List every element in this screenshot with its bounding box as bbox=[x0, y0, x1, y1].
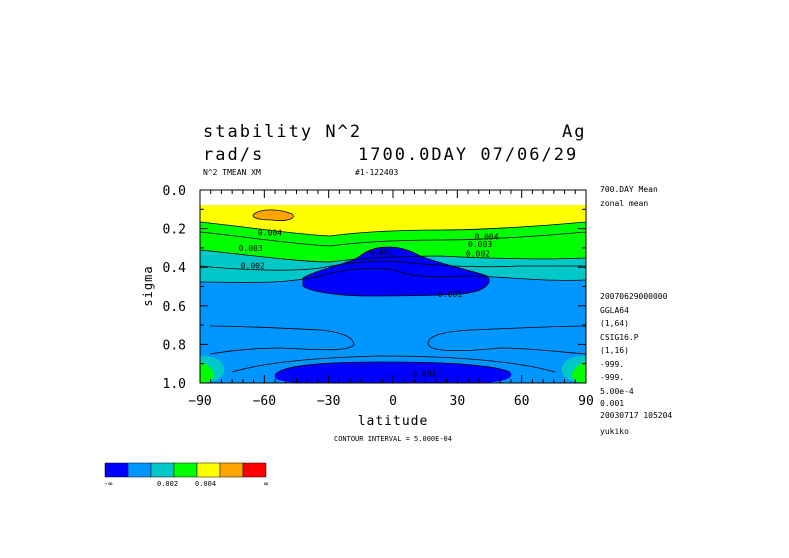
colorbar: -∞ 0.002 0.004 ∞ bbox=[104, 462, 268, 488]
y-tick-label: 0.8 bbox=[163, 338, 186, 353]
fill-level-0-bottom bbox=[274, 362, 512, 383]
side-info-line: (1,64) bbox=[600, 319, 629, 328]
y-axis-title: sigma bbox=[141, 265, 155, 306]
contour-label: 0.002 bbox=[241, 261, 265, 270]
x-axis-title: latitude bbox=[358, 414, 429, 429]
contour-lines bbox=[200, 209, 586, 376]
contour-label: 0.004 bbox=[474, 232, 498, 241]
fill-level-6 bbox=[253, 209, 294, 221]
x-tick-label: 90 bbox=[578, 394, 594, 409]
contour-label: 0.001 bbox=[412, 369, 436, 378]
contour-interval-note: CONTOUR INTERVAL = 5.000E-04 bbox=[334, 435, 452, 443]
colorbar-swatch bbox=[219, 462, 244, 478]
fill-level-0 bbox=[303, 247, 490, 296]
y-tick-label: 1.0 bbox=[163, 377, 186, 392]
side-info-line: 0.001 bbox=[600, 399, 625, 408]
y-axis-labels: 0.0 0.2 0.4 0.6 0.8 1.0 bbox=[163, 184, 187, 392]
x-axis-labels: −90 −60 −30 0 30 60 90 bbox=[188, 394, 594, 409]
fill-level-4 bbox=[200, 222, 586, 262]
time-label: 1700.0DAY 07/06/29 bbox=[358, 145, 579, 165]
contour-label: 0.003 bbox=[468, 240, 492, 249]
contour-label: 0.002 bbox=[466, 250, 490, 259]
colorbar-swatch bbox=[173, 462, 198, 478]
x-axis-ticks bbox=[199, 190, 587, 383]
x-tick-label: −90 bbox=[188, 394, 211, 409]
side-info-line: 700.DAY Mean bbox=[600, 185, 658, 194]
x-tick-label: −60 bbox=[253, 394, 276, 409]
side-info-line: zonal mean bbox=[600, 199, 649, 208]
y-tick-label: 0.2 bbox=[163, 223, 186, 238]
colorbar-label: 0.002 bbox=[157, 480, 178, 488]
colorbar-label: ∞ bbox=[264, 480, 268, 488]
units-label: rad/s bbox=[203, 145, 265, 165]
y-tick-label: 0.0 bbox=[163, 184, 186, 199]
x-tick-label: −30 bbox=[317, 394, 340, 409]
side-info-line: GGLA64 bbox=[600, 306, 629, 315]
x-tick-label: 60 bbox=[514, 394, 530, 409]
run-id-label: #1-122403 bbox=[355, 168, 399, 177]
x-tick-label: 30 bbox=[450, 394, 466, 409]
contour-label: 0.004 bbox=[258, 228, 282, 237]
colorbar-label: 0.004 bbox=[195, 480, 216, 488]
contour-label: 0.001 bbox=[438, 290, 462, 299]
y-axis-ticks bbox=[200, 189, 586, 384]
x-tick-label: 0 bbox=[389, 394, 397, 409]
variable-label: N^2 TMEAN XM bbox=[203, 168, 261, 177]
side-info-line: (1,16) bbox=[600, 346, 629, 355]
contour-label: 0.003 bbox=[239, 244, 263, 253]
contour-labels: 0.0040.0030.0020.0010.0010.0040.0030.002… bbox=[239, 228, 499, 378]
side-info-line: yukiko bbox=[600, 427, 629, 436]
side-info-line: -999. bbox=[600, 360, 625, 369]
y-tick-label: 0.4 bbox=[163, 261, 187, 276]
chart-title-right: Ag bbox=[562, 122, 587, 142]
colorbar-swatch bbox=[150, 462, 175, 478]
contour-fill bbox=[200, 205, 586, 383]
fill-level-5 bbox=[200, 205, 586, 236]
side-info-line: -999. bbox=[600, 373, 625, 382]
colorbar-swatch bbox=[196, 462, 221, 478]
side-info-line: 20030717 105204 bbox=[600, 411, 673, 420]
colorbar-swatch bbox=[104, 462, 129, 478]
contour-label: 0.001 bbox=[369, 248, 393, 257]
colorbar-swatch bbox=[242, 462, 267, 478]
side-info-line: 20070629000000 bbox=[600, 292, 668, 301]
side-info-line: 5.00e-4 bbox=[600, 387, 634, 396]
colorbar-label: -∞ bbox=[104, 480, 112, 488]
chart-title: stability N^2 bbox=[203, 122, 363, 142]
colorbar-swatch bbox=[127, 462, 152, 478]
y-tick-label: 0.6 bbox=[163, 300, 186, 315]
side-info-line: CSIG16.P bbox=[600, 333, 639, 342]
